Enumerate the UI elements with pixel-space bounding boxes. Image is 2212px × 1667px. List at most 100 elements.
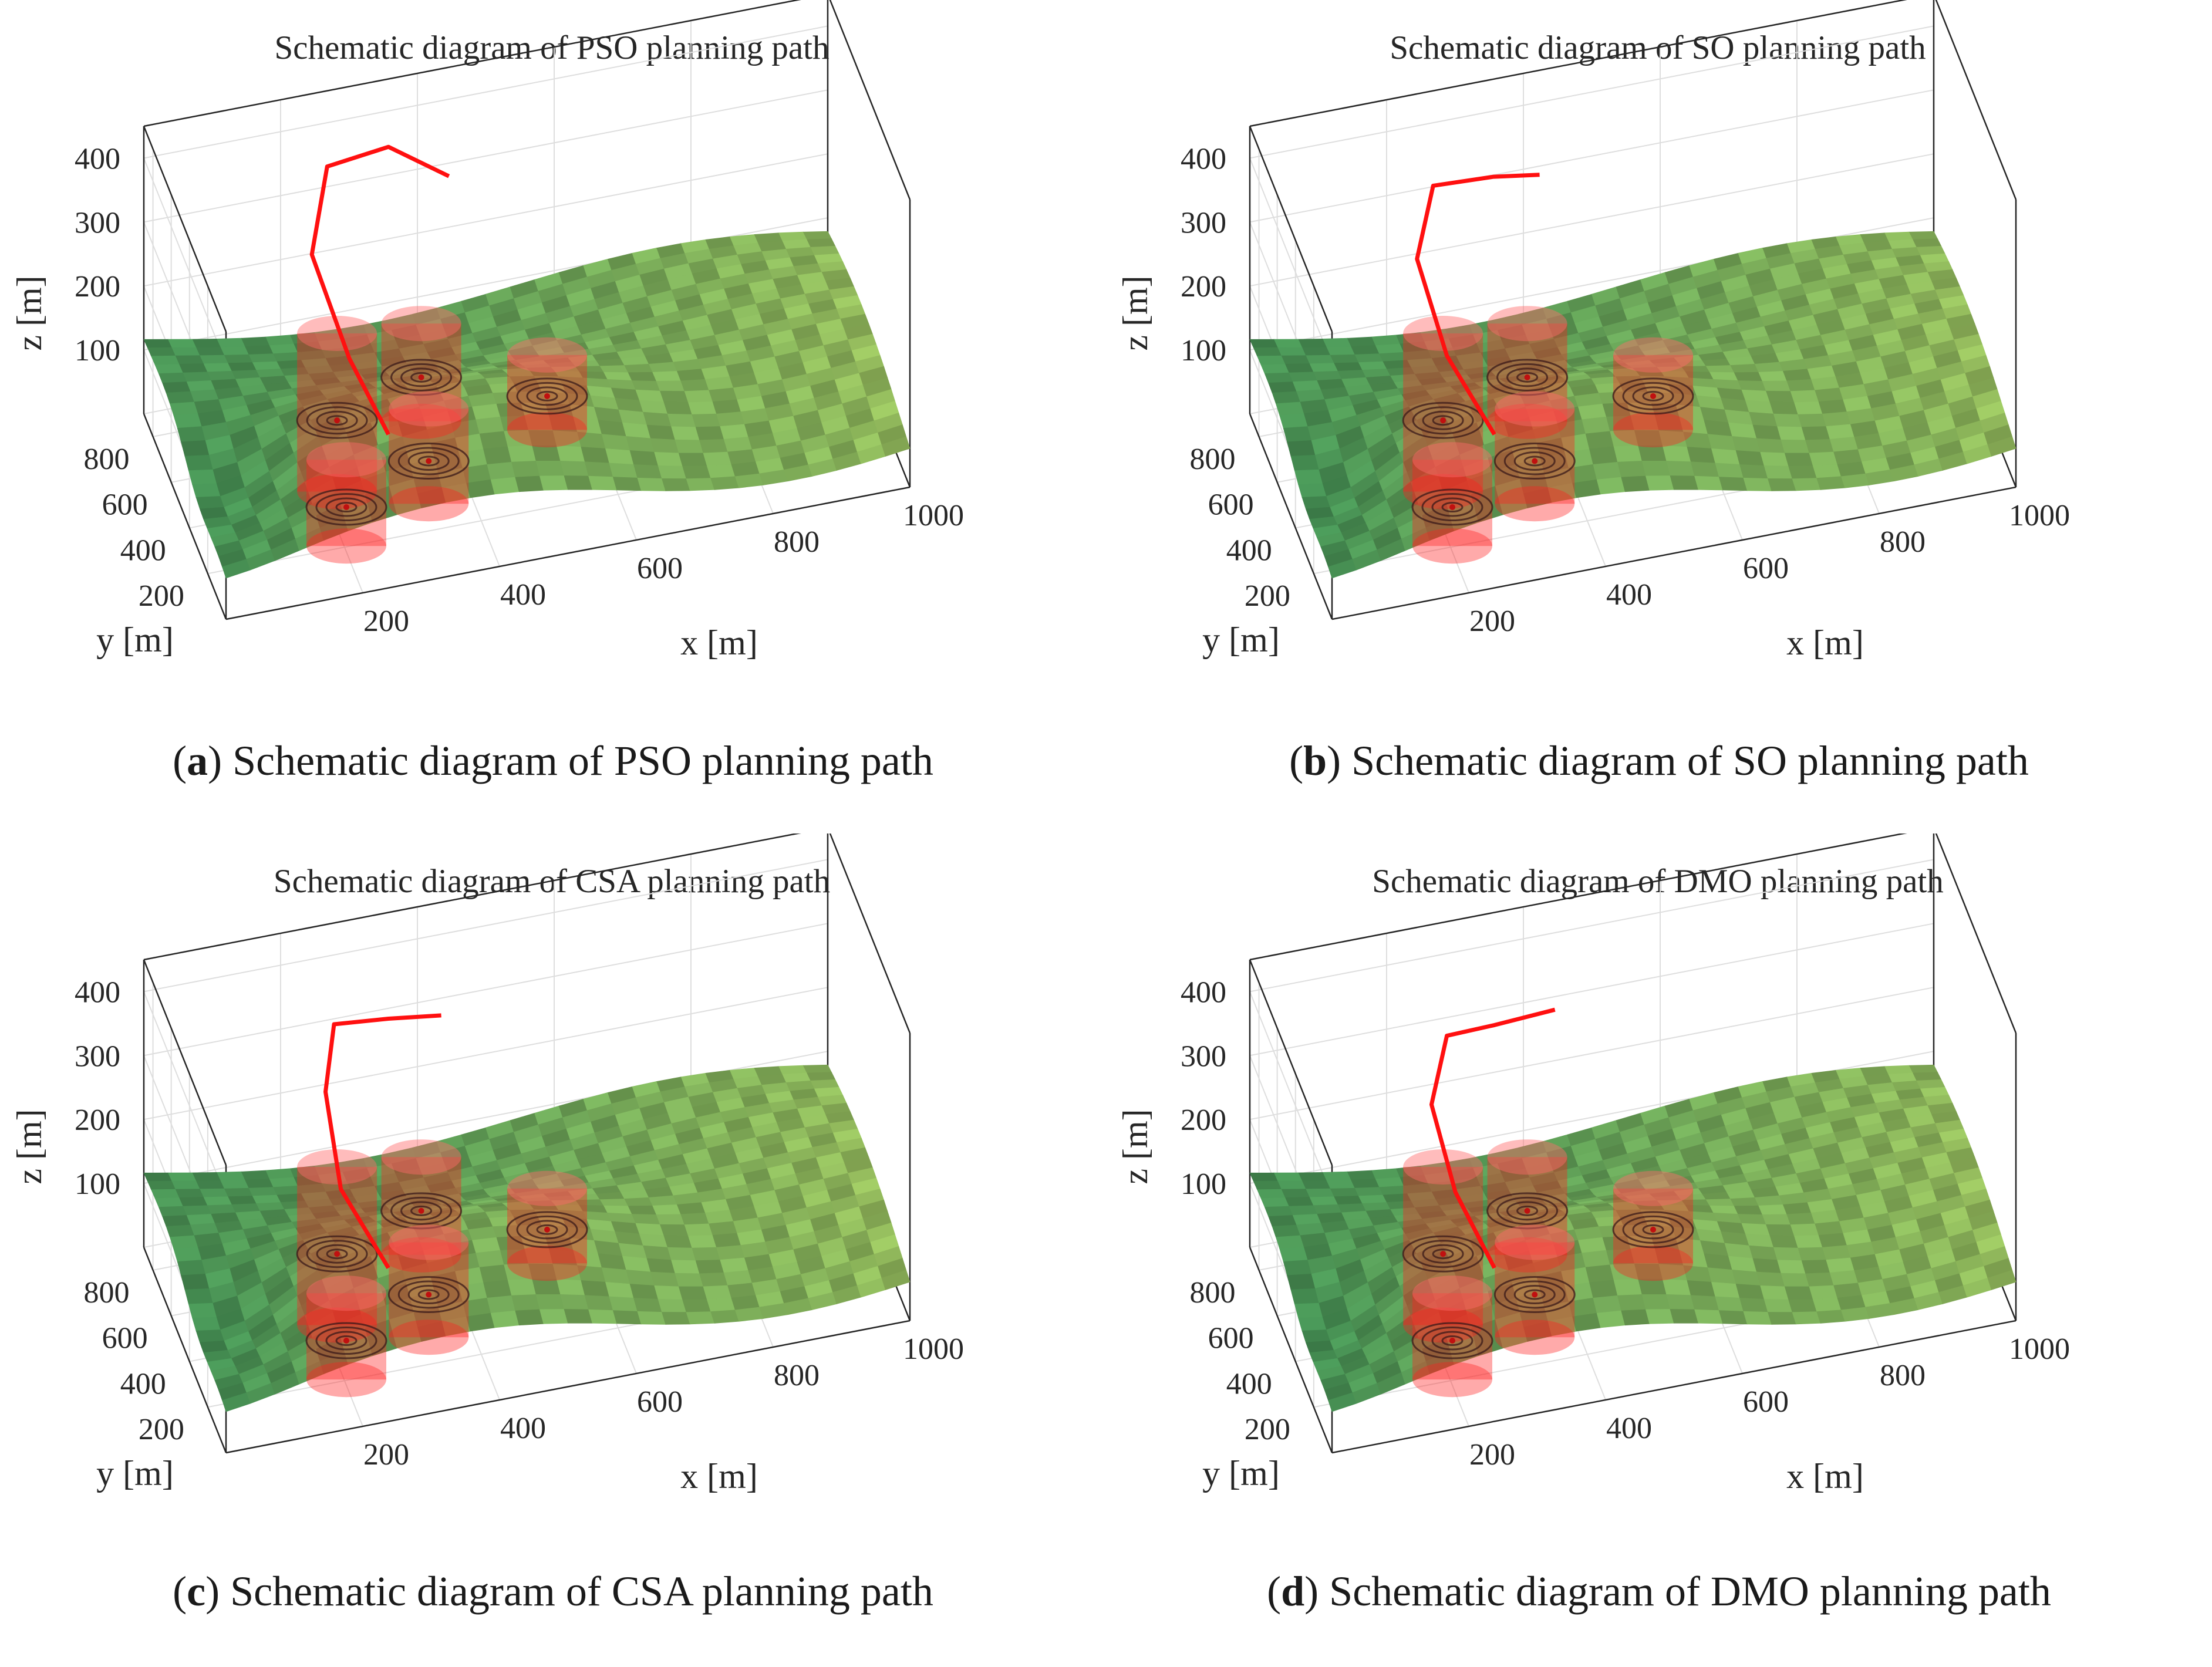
terrain-patch <box>1801 426 1830 441</box>
terrain-patch <box>684 1223 713 1237</box>
terrain-patch <box>1745 400 1774 414</box>
terrain-patch <box>605 1281 635 1298</box>
terrain-patch <box>1330 354 1360 364</box>
terrain-patch <box>1773 1247 1802 1261</box>
x-tick-label: 800 <box>1880 525 1926 559</box>
terrain-patch <box>1766 1224 1795 1237</box>
terrain-patch <box>195 496 225 509</box>
y-tick-label: 400 <box>120 534 166 567</box>
chart-panel-a: Schematic diagram of PSO planning path10… <box>10 0 964 662</box>
terrain-patch <box>483 1280 512 1298</box>
terrain-patch <box>181 1273 210 1290</box>
terrain-patch <box>1268 382 1297 393</box>
terrain-patch <box>716 1245 746 1260</box>
terrain-patch <box>1351 345 1380 355</box>
cylinder-top <box>1403 1149 1483 1185</box>
terrain-patch <box>564 1309 593 1324</box>
terrain-patch <box>181 440 210 457</box>
caption-label: a <box>187 737 208 784</box>
terrain-patch <box>1641 1294 1671 1310</box>
terrain-patch <box>881 1270 911 1290</box>
terrain-patch <box>167 1172 197 1182</box>
contour-ring <box>1493 1275 1576 1313</box>
contour-ring <box>296 1235 378 1273</box>
terrain-patch <box>241 1170 270 1180</box>
cylinder-base <box>1495 1320 1575 1355</box>
cylinder-base <box>306 1362 386 1398</box>
terrain-patch <box>632 380 661 392</box>
contour-ring <box>1523 1289 1546 1300</box>
contour-ring <box>335 1335 358 1347</box>
contour-ring <box>417 455 440 467</box>
cylinder-base <box>507 412 587 448</box>
terrain-patch <box>1613 445 1643 463</box>
z-ticks: 100 200 300 400 <box>1181 142 1226 367</box>
contour-ring <box>516 1215 578 1244</box>
caption-text: Schematic diagram of DMO planning path <box>1329 1568 2051 1615</box>
terrain-patch <box>667 413 696 428</box>
terrain-patch <box>188 469 217 485</box>
terrain-patch <box>1760 451 1789 467</box>
terrain-patch <box>192 1172 221 1182</box>
z-axis-label: z [m] <box>10 275 49 350</box>
terrain-patch <box>195 347 225 356</box>
terrain-patch <box>676 1202 706 1215</box>
contour-center <box>1524 1207 1530 1214</box>
terrain-patch <box>1354 353 1384 363</box>
terrain-patch <box>200 1188 229 1198</box>
contour-ring <box>390 363 453 392</box>
contour-ring <box>516 382 578 410</box>
terrain-patch <box>1734 1205 1763 1215</box>
terrain-patch <box>601 434 630 451</box>
terrain-patch <box>1987 1270 2017 1290</box>
y-ticks: 200 400 600 800 <box>84 1276 184 1446</box>
terrain-patch <box>1249 339 1279 348</box>
terrain-patch <box>154 1197 184 1208</box>
terrain-patch <box>648 362 678 373</box>
terrain-patch <box>657 1298 687 1313</box>
terrain-patch <box>560 1294 589 1310</box>
terrain-patch <box>1281 1189 1310 1198</box>
terrain-patch <box>1704 420 1733 437</box>
terrain-patch <box>624 1197 653 1207</box>
terrain-patch <box>466 1312 495 1332</box>
terrain-patch <box>1728 1256 1758 1273</box>
z-ticks: 100 200 300 400 <box>75 142 120 367</box>
terrain-patch <box>684 390 713 403</box>
contour-ring <box>1642 390 1664 401</box>
terrain-patch <box>1768 478 1797 491</box>
terrain-patch <box>539 475 569 491</box>
obstacle-cylinder <box>1612 337 1694 448</box>
z-ticks: 100 200 300 400 <box>75 976 120 1201</box>
obstacle-cylinder <box>1411 1275 1493 1398</box>
terrain-patch <box>1347 336 1376 347</box>
x-tick-label: 800 <box>774 525 820 559</box>
terrain-patch <box>200 355 229 365</box>
terrain-patch <box>1351 1179 1380 1189</box>
cylinder-top <box>1613 1170 1693 1206</box>
terrain-patch <box>663 401 693 415</box>
terrain-patch <box>179 363 208 373</box>
terrain-patch <box>1711 448 1741 465</box>
terrain-patch <box>1264 372 1293 383</box>
caption-text: Schematic diagram of CSA planning path <box>230 1568 933 1615</box>
contour-ring <box>387 442 470 480</box>
contour-ring <box>1486 359 1569 396</box>
terrain-patch <box>1257 355 1286 365</box>
terrain-patch <box>1273 1172 1303 1182</box>
contour-ring <box>1503 447 1566 475</box>
terrain-patch <box>599 365 629 373</box>
z-tick-label: 200 <box>1181 270 1226 303</box>
terrain-patch <box>507 1278 537 1296</box>
cylinder-top <box>389 391 469 427</box>
terrain-patch <box>166 1224 195 1238</box>
terrain-patch <box>1732 1270 1761 1286</box>
terrain-patch <box>252 361 282 370</box>
contour-ring <box>335 502 358 513</box>
y-tick-label: 400 <box>1226 1367 1272 1401</box>
terrain-patch <box>1794 401 1823 415</box>
terrain-patch <box>1798 1247 1827 1261</box>
terrain-patch <box>1589 1280 1618 1298</box>
terrain-patch <box>1769 1235 1799 1248</box>
axis-edge <box>1249 959 1333 1166</box>
